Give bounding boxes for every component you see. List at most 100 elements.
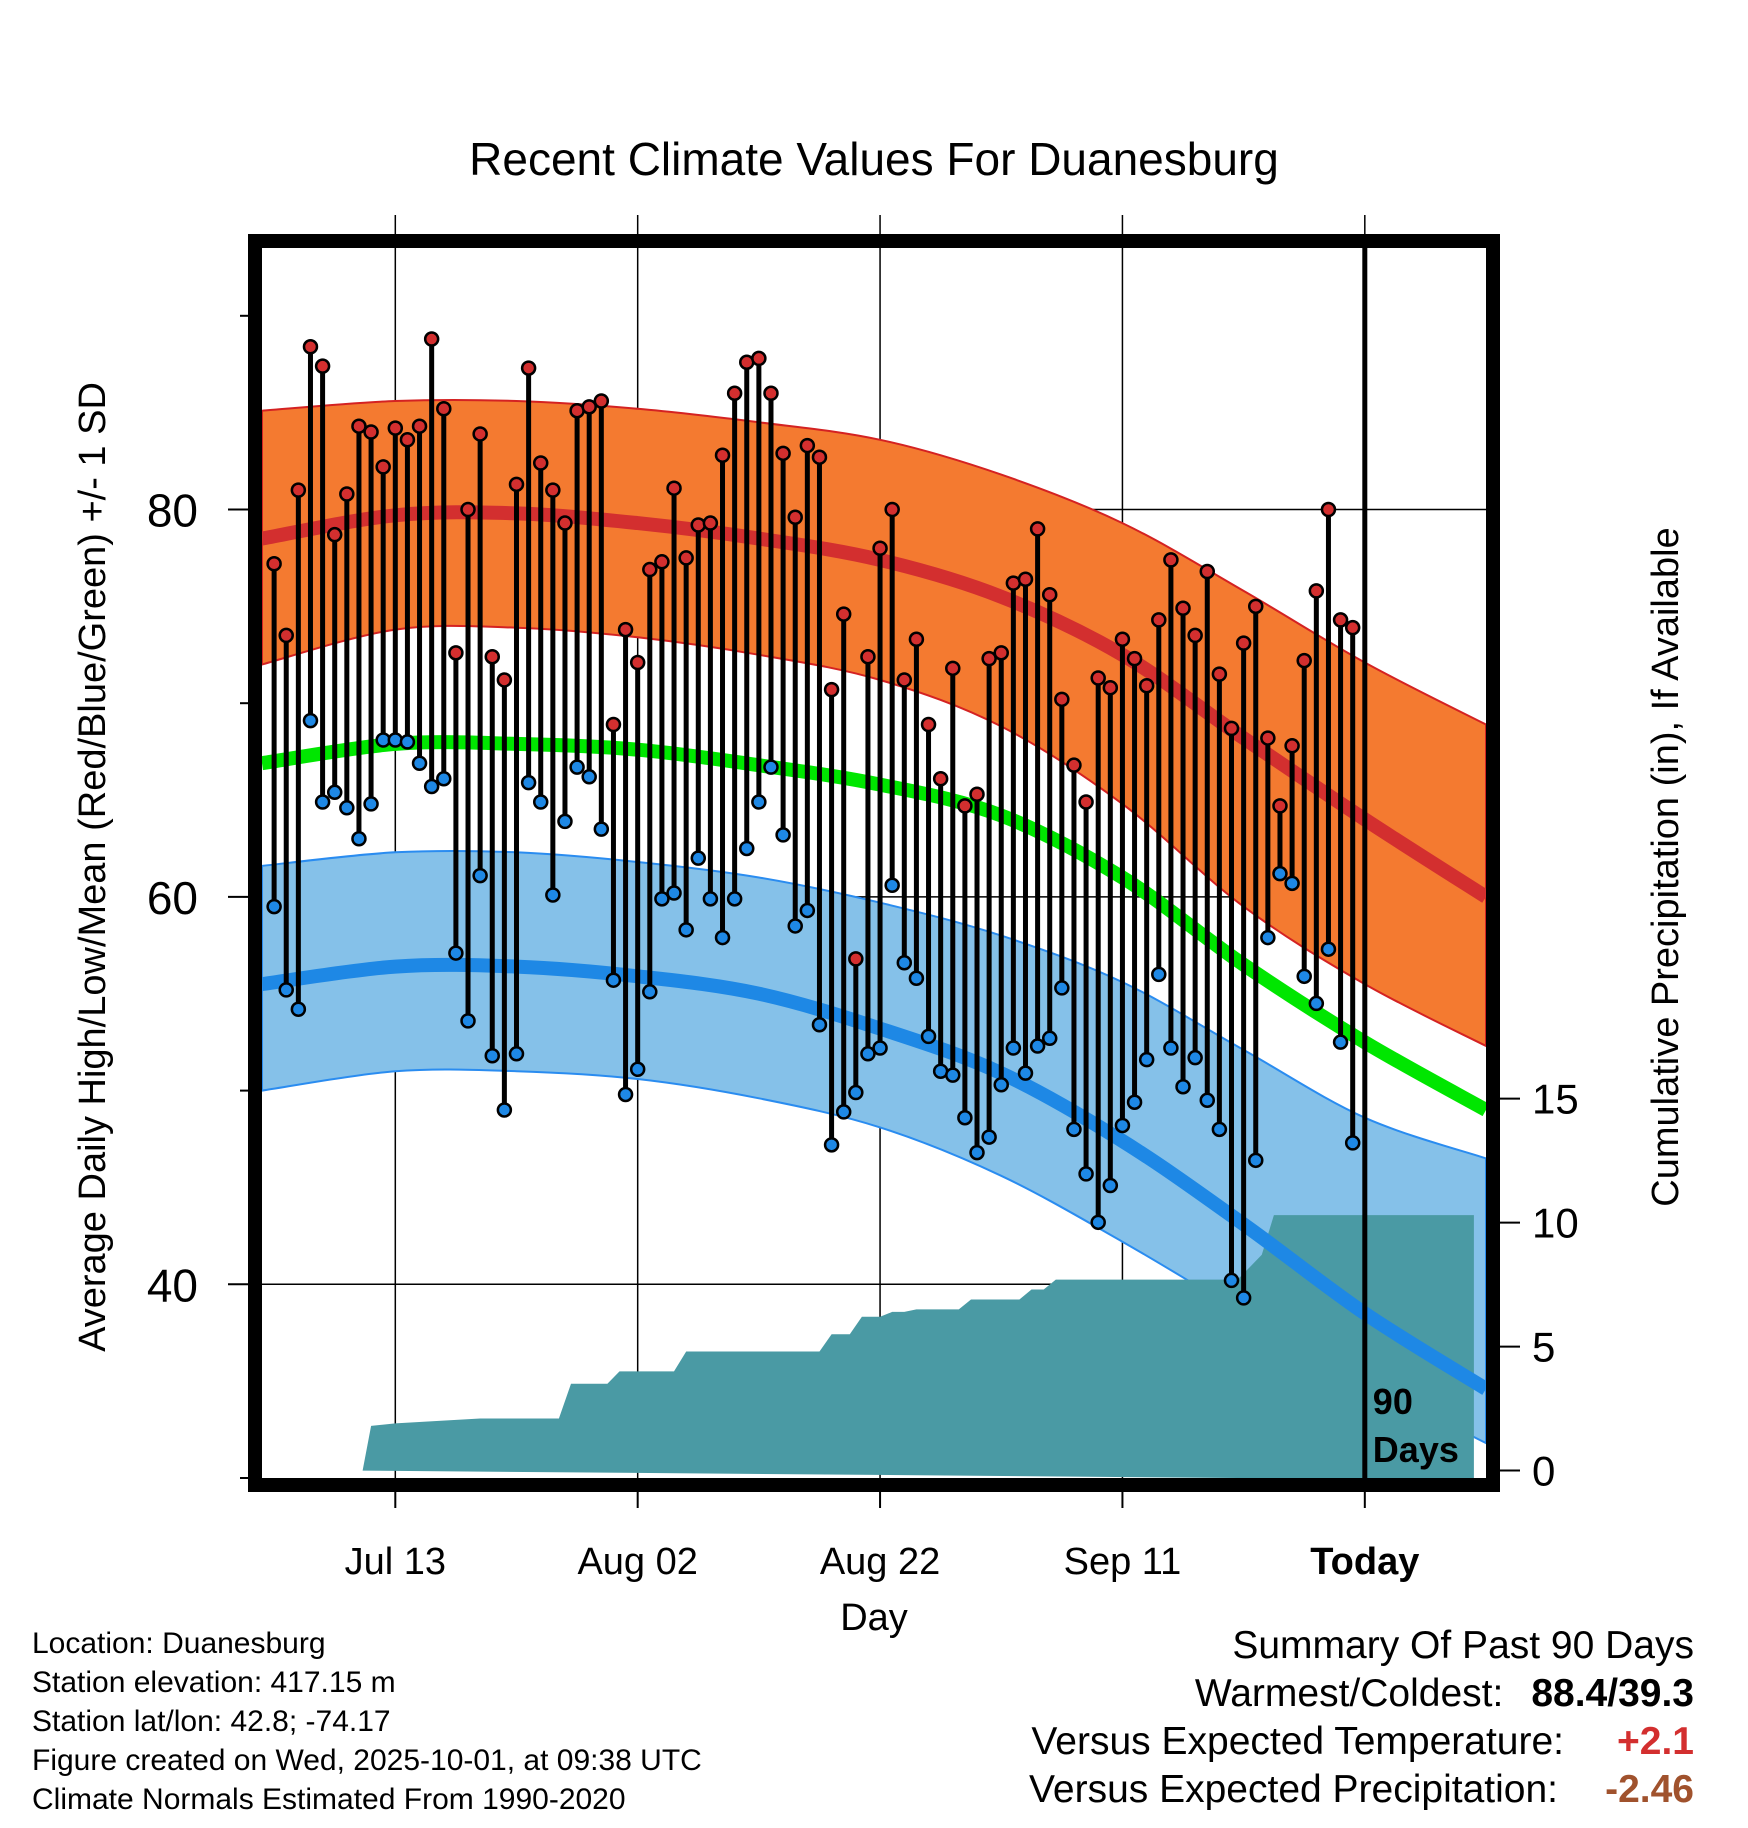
daily-low-point — [1247, 1152, 1264, 1169]
daily-low-point — [569, 759, 585, 775]
daily-high-point — [969, 786, 985, 802]
daily-high-point — [375, 459, 391, 475]
daily-high-point — [278, 627, 294, 644]
daily-high-point — [363, 424, 379, 440]
daily-low-point — [908, 970, 925, 987]
daily-low-point — [1102, 1177, 1119, 1194]
daily-high-point — [945, 660, 961, 677]
daily-low-point — [642, 984, 658, 1000]
daily-high-point — [339, 486, 355, 502]
warm-cold-label: Warmest/Coldest: — [1194, 1672, 1504, 1715]
daily-low-point — [605, 972, 622, 988]
daily-low-point — [593, 821, 610, 837]
daily-low-point — [1284, 875, 1300, 892]
axes: Jul 13 Aug 02 Aug 22 Sep 11 Today 40 60 80 0 5 10 1… — [147, 314, 1579, 1583]
x-tick-label: Today — [1310, 1541, 1419, 1583]
daily-low-point — [726, 891, 743, 907]
daily-high-point — [835, 606, 852, 622]
daily-high-point — [460, 501, 476, 518]
y2-tick-label: 15 — [1532, 1076, 1579, 1123]
daily-low-point — [823, 1137, 840, 1153]
daily-high-point — [617, 621, 634, 638]
daily-high-point — [472, 426, 488, 442]
daily-high-point — [811, 449, 828, 465]
daily-high-point — [848, 951, 864, 967]
daily-high-point — [581, 399, 597, 415]
daily-high-point — [872, 540, 888, 556]
daily-low-point — [1235, 1290, 1252, 1306]
temp-departure-label: Versus Expected Temperature: — [1031, 1720, 1564, 1763]
daily-high-point — [714, 447, 731, 464]
daily-high-point — [1308, 583, 1325, 599]
daily-high-point — [1163, 552, 1179, 568]
x-axis-label: Day — [840, 1597, 908, 1639]
daily-high-point — [1223, 720, 1240, 737]
daily-low-point — [496, 1102, 513, 1118]
summary-panel: Summary Of Past 90 Days Warmest/Coldest:… — [1029, 1622, 1694, 1814]
y-tick-label: 40 — [147, 1259, 198, 1311]
daily-low-point — [1199, 1092, 1216, 1109]
daily-high-point — [399, 432, 416, 448]
daily-low-point — [690, 850, 707, 866]
elevation-text: Station elevation: 417.15 m — [32, 1666, 396, 1699]
today-marker-label-days: Days — [1373, 1429, 1459, 1470]
created-text: Figure created on Wed, 2025-10-01, at 09… — [32, 1744, 702, 1777]
daily-high-point — [545, 482, 561, 498]
daily-high-point — [763, 385, 779, 402]
daily-high-point — [1102, 679, 1119, 696]
warm-cold-row: Warmest/Coldest: 88.4/39.3 — [1029, 1670, 1694, 1718]
daily-low-point — [1017, 1065, 1034, 1081]
daily-high-point — [1090, 670, 1106, 686]
daily-low-point — [1066, 1121, 1082, 1138]
daily-high-point — [593, 393, 610, 409]
daily-high-point — [508, 476, 525, 493]
daily-low-point — [896, 955, 913, 971]
daily-low-point — [339, 800, 355, 816]
daily-low-point — [666, 885, 682, 901]
daily-high-point — [1175, 600, 1191, 617]
plot-frame — [248, 234, 1500, 1492]
daily-low-point — [1151, 966, 1167, 983]
daily-high-point — [702, 515, 719, 531]
daily-low-point — [1078, 1166, 1094, 1182]
daily-high-point — [484, 648, 501, 665]
daily-low-point — [1163, 1040, 1179, 1056]
daily-high-point — [787, 509, 803, 525]
x-tick-label: Aug 02 — [577, 1541, 697, 1583]
precip-departure-label: Versus Expected Precipitation: — [1029, 1768, 1558, 1811]
daily-high-point — [448, 645, 464, 661]
daily-low-point — [532, 794, 549, 810]
daily-high-point — [1344, 619, 1361, 636]
daily-high-point — [751, 350, 767, 367]
daily-low-point — [472, 867, 488, 884]
daily-high-point — [1272, 798, 1288, 814]
warm-cold-value: 88.4/39.3 — [1531, 1672, 1694, 1715]
daily-high-point — [860, 648, 876, 665]
y2-axis-label: Cumulative Precipitation (in), If Availa… — [1645, 527, 1687, 1206]
y2-tick-label: 5 — [1532, 1324, 1555, 1371]
daily-low-point — [314, 794, 331, 810]
daily-low-point — [266, 898, 282, 915]
daily-low-point — [363, 796, 379, 812]
daily-low-point — [1223, 1272, 1240, 1289]
daily-high-point — [1296, 652, 1312, 669]
daily-high-point — [1017, 571, 1034, 587]
daily-low-point — [278, 982, 294, 998]
low-temp-sd-band — [262, 849, 1486, 1445]
daily-low-point — [884, 877, 900, 894]
daily-low-point — [436, 770, 452, 787]
x-tick-label: Jul 13 — [345, 1541, 446, 1583]
daily-high-point — [981, 650, 997, 667]
daily-high-point — [496, 672, 513, 688]
latlon-text: Station lat/lon: 42.8; -74.17 — [32, 1705, 391, 1738]
daily-high-point — [1126, 650, 1143, 667]
daily-high-point — [690, 517, 707, 533]
daily-high-point — [1114, 631, 1131, 648]
daily-high-point — [920, 716, 937, 733]
daily-high-point — [411, 418, 428, 434]
daily-low-point — [387, 732, 404, 748]
daily-high-point — [1054, 691, 1070, 708]
daily-low-point — [1029, 1038, 1046, 1054]
daily-high-point — [436, 401, 452, 417]
daily-low-point — [1090, 1214, 1106, 1231]
